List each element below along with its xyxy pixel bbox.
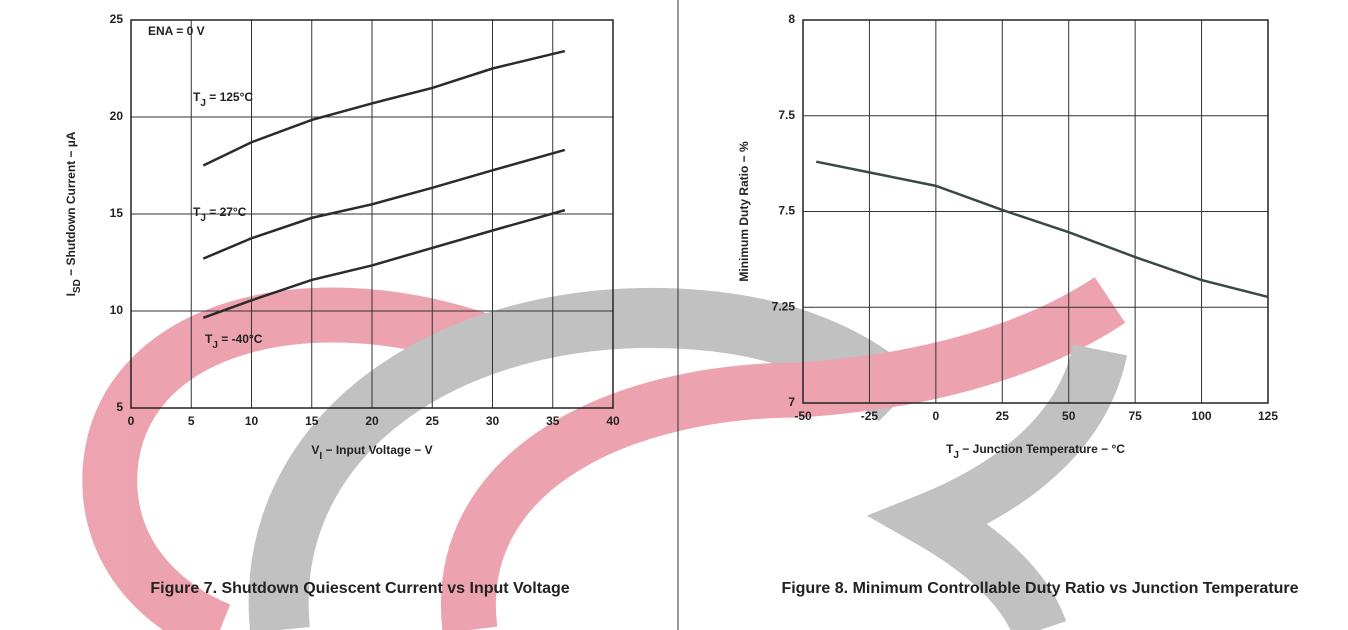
- x-tick-label: 5: [188, 414, 195, 428]
- x-tick-label: 20: [365, 414, 379, 428]
- y-axis-label-part: − Shutdown Current − µA: [64, 131, 78, 279]
- x-tick-label: 25: [996, 409, 1010, 423]
- y-tick-label: 7.5: [778, 204, 795, 218]
- y-axis-label-part: I: [64, 293, 78, 296]
- x-axis-label: VI − Input Voltage − V: [311, 443, 432, 462]
- x-axis-label: TJ − Junction Temperature − °C: [946, 442, 1125, 461]
- y-axis-label: Minimum Duty Ratio − %: [737, 141, 751, 282]
- plot-frame: [130, 19, 614, 409]
- x-axis-label-part: V: [311, 443, 319, 457]
- series-label-part: J: [212, 340, 218, 351]
- x-tick-label: 10: [245, 414, 259, 428]
- plot-frame: [802, 19, 1269, 404]
- annotation: ENA = 0 V: [148, 24, 205, 38]
- series-label-part: T: [193, 205, 201, 219]
- x-tick-label: 40: [606, 414, 620, 428]
- series-label-part: J: [200, 213, 206, 224]
- series-label-part: T: [193, 90, 201, 104]
- x-tick-label: -50: [794, 409, 812, 423]
- y-tick-label: 15: [110, 206, 124, 220]
- series-label: TJ = -40°C: [205, 332, 263, 351]
- caption: Figure 7. Shutdown Quiescent Current vs …: [150, 580, 570, 597]
- data-line: [202, 148, 566, 260]
- watermark-arc: [440, 276, 1126, 630]
- y-tick-label: 5: [116, 400, 123, 414]
- y-tick-label: 25: [110, 12, 124, 26]
- x-axis-label-part: T: [946, 442, 954, 456]
- x-axis-label-part: − Input Voltage − V: [322, 443, 432, 457]
- x-tick-label: -25: [861, 409, 879, 423]
- watermark-arc: [248, 287, 922, 630]
- x-tick-label: 0: [128, 414, 135, 428]
- y-axis-label-part: SD: [72, 279, 83, 293]
- series-label-part: = 27°C: [206, 205, 247, 219]
- watermark-arc: [82, 287, 489, 630]
- x-tick-label: 30: [486, 414, 500, 428]
- y-tick-label: 8: [788, 12, 795, 26]
- series-label-part: = 125°C: [206, 90, 253, 104]
- watermark: [82, 276, 1127, 630]
- x-tick-label: 15: [305, 414, 319, 428]
- data-line: [816, 160, 1269, 299]
- x-tick-label: 75: [1128, 409, 1142, 423]
- series-label: TJ = 125°C: [193, 90, 253, 109]
- y-tick-label: 7.25: [772, 299, 796, 313]
- x-tick-label: 35: [546, 414, 560, 428]
- series-label: TJ = 27°C: [193, 205, 247, 224]
- x-tick-label: 125: [1258, 409, 1278, 423]
- y-tick-label: 10: [110, 303, 124, 317]
- caption: Figure 8. Minimum Controllable Duty Rati…: [781, 580, 1299, 597]
- y-tick-label: 7: [788, 395, 795, 409]
- series-label-part: T: [205, 332, 213, 346]
- x-tick-label: 25: [426, 414, 440, 428]
- x-tick-label: 100: [1192, 409, 1212, 423]
- x-axis-label-part: I: [319, 451, 322, 462]
- x-tick-label: 50: [1062, 409, 1076, 423]
- series-label-part: = -40°C: [218, 332, 263, 346]
- y-axis-label-part: Minimum Duty Ratio − %: [737, 141, 751, 282]
- series-label-part: J: [200, 98, 206, 109]
- data-line: [202, 208, 566, 319]
- x-axis-label-part: − Junction Temperature − °C: [959, 442, 1125, 456]
- y-tick-label: 7.5: [778, 108, 795, 122]
- x-axis-label-part: J: [953, 450, 959, 461]
- data-line: [202, 49, 566, 167]
- y-axis-label: ISD − Shutdown Current − µA: [64, 131, 83, 296]
- y-tick-label: 20: [110, 109, 124, 123]
- watermark-arc: [866, 343, 1127, 630]
- x-tick-label: 0: [933, 409, 940, 423]
